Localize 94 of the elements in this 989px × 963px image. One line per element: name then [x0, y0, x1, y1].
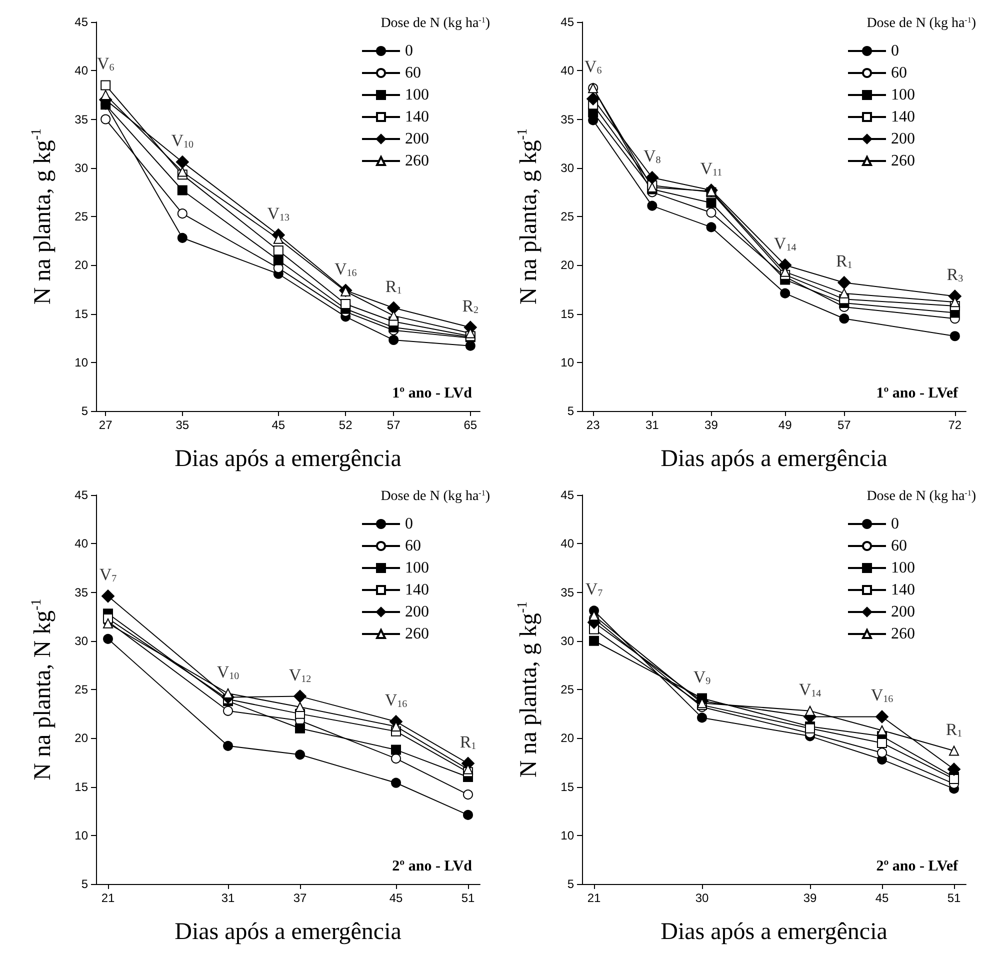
- y-tick-label: 25: [560, 210, 574, 224]
- y-tick-label: 45: [560, 488, 574, 502]
- y-tick-label: 10: [74, 355, 88, 370]
- y-axis-title: N na planta, g kg-1: [516, 601, 542, 778]
- legend-label: 100: [405, 86, 429, 104]
- y-tick-label: 15: [560, 780, 574, 794]
- y-tick-label: 20: [74, 258, 88, 272]
- legend-label: 100: [891, 560, 915, 576]
- x-tick-label: 37: [293, 891, 307, 905]
- legend-label: 100: [891, 86, 915, 104]
- x-axis-title: Dias após a emergência: [174, 919, 402, 945]
- y-tick-label: 15: [74, 306, 88, 321]
- legend-label: 200: [891, 130, 915, 148]
- x-tick-label: 65: [464, 418, 478, 432]
- x-tick-label: 45: [875, 891, 889, 905]
- legend-label: 200: [891, 604, 915, 620]
- legend-label: 60: [405, 64, 421, 82]
- y-tick-label: 5: [567, 404, 574, 418]
- x-tick-label: 57: [386, 418, 401, 432]
- y-tick-label: 40: [74, 536, 88, 551]
- legend-label: 200: [405, 130, 429, 148]
- y-tick-label: 35: [74, 585, 88, 600]
- x-tick-label: 21: [101, 891, 115, 905]
- legend-label: 140: [891, 582, 915, 598]
- y-tick-label: 40: [74, 64, 88, 78]
- x-tick-label: 35: [176, 418, 190, 432]
- x-tick-label: 51: [461, 891, 475, 905]
- x-tick-label: 31: [645, 418, 660, 432]
- legend-label: 260: [405, 152, 429, 170]
- annotation: 2º ano - LVd: [392, 858, 473, 874]
- x-axis-title: Dias após a emergência: [174, 446, 402, 472]
- y-tick-label: 20: [74, 731, 88, 746]
- y-tick-label: 30: [560, 160, 574, 175]
- y-tick-label: 35: [560, 112, 574, 126]
- x-tick-label: 45: [272, 418, 286, 432]
- legend-label: 140: [405, 108, 429, 126]
- legend-label: 100: [405, 560, 429, 576]
- legend-label: 260: [891, 152, 915, 170]
- x-tick-label: 23: [586, 418, 600, 432]
- x-tick-label: 39: [803, 891, 817, 905]
- y-axis-title: N na planta, g kg-1: [516, 128, 542, 305]
- legend-label: 0: [405, 42, 413, 60]
- x-axis-title: Dias após a emergência: [660, 919, 888, 945]
- y-tick-label: 40: [560, 64, 574, 78]
- y-tick-label: 5: [81, 404, 88, 418]
- x-tick-label: 27: [98, 418, 113, 432]
- legend-label: 60: [405, 538, 421, 554]
- x-tick-label: 39: [704, 418, 718, 432]
- x-tick-label: 45: [389, 891, 403, 905]
- legend-label: 140: [891, 108, 915, 126]
- x-tick-label: 30: [695, 891, 709, 905]
- y-tick-label: 10: [74, 828, 88, 842]
- y-tick-label: 25: [560, 682, 574, 696]
- y-tick-label: 20: [560, 258, 574, 272]
- y-axis-title: N na planta, g kg-1: [30, 128, 56, 305]
- y-tick-label: 10: [560, 355, 574, 370]
- legend-label: 0: [891, 516, 899, 532]
- y-tick-label: 45: [74, 488, 88, 502]
- x-tick-label: 51: [947, 891, 961, 905]
- y-tick-label: 20: [560, 731, 574, 746]
- annotation: 1º ano - LVef: [876, 386, 960, 402]
- y-tick-label: 45: [74, 15, 88, 29]
- y-tick-label: 45: [560, 15, 574, 29]
- y-tick-label: 15: [74, 780, 88, 794]
- x-tick-label: 72: [948, 418, 962, 432]
- x-axis-title: Dias após a emergência: [660, 446, 888, 472]
- y-tick-label: 35: [74, 112, 88, 126]
- legend-label: 260: [891, 626, 915, 642]
- x-tick-label: 31: [221, 891, 235, 905]
- x-tick-label: 21: [587, 891, 601, 905]
- y-tick-label: 30: [74, 634, 88, 648]
- x-tick-label: 57: [837, 418, 852, 432]
- y-tick-label: 30: [74, 160, 88, 175]
- y-tick-label: 5: [81, 877, 88, 891]
- legend-label: 0: [891, 42, 899, 60]
- legend-label: 140: [405, 582, 429, 598]
- legend-label: 200: [405, 604, 429, 620]
- legend-label: 60: [891, 538, 907, 554]
- y-tick-label: 15: [560, 306, 574, 321]
- y-tick-label: 25: [74, 210, 88, 224]
- x-tick-label: 52: [338, 418, 353, 432]
- y-tick-label: 30: [560, 634, 574, 648]
- y-tick-label: 10: [560, 828, 574, 842]
- legend-label: 60: [891, 64, 907, 82]
- y-tick-label: 40: [560, 536, 574, 551]
- annotation: 2º ano - LVef: [876, 858, 960, 874]
- x-tick-label: 49: [778, 418, 792, 432]
- legend-label: 0: [405, 516, 413, 532]
- y-axis-title: N na planta, N kg-1: [30, 598, 56, 780]
- y-tick-label: 25: [74, 682, 88, 696]
- y-tick-label: 35: [560, 585, 574, 600]
- annotation: 1º ano - LVd: [392, 386, 473, 402]
- y-tick-label: 5: [567, 877, 574, 891]
- legend-label: 260: [405, 626, 429, 642]
